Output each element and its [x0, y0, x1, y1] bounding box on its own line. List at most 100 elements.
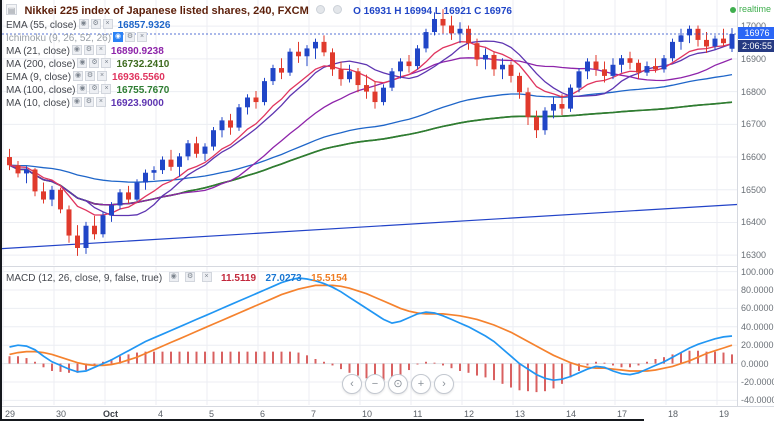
macd-tick-label: 20.0000: [741, 340, 774, 351]
close-icon[interactable]: ×: [95, 96, 106, 107]
pan-left-button[interactable]: ‹: [342, 374, 362, 394]
candle: [92, 225, 97, 235]
candle: [712, 38, 718, 47]
eye-icon[interactable]: ◉: [77, 83, 88, 94]
candle: [211, 130, 216, 147]
zoom-in-button[interactable]: +: [411, 374, 431, 394]
candle: [534, 117, 539, 131]
time-label: 19: [719, 409, 730, 419]
eye-icon[interactable]: ◉: [71, 44, 82, 55]
candle: [474, 43, 480, 60]
candle: [219, 120, 225, 131]
gear-icon[interactable]: ⚙: [83, 96, 94, 107]
candle: [279, 68, 284, 73]
trendline[interactable]: [2, 203, 737, 250]
zoom-out-button[interactable]: −: [365, 374, 385, 394]
candle: [466, 28, 471, 44]
candle: [270, 68, 276, 82]
window-edge: [2, 419, 644, 421]
eye-icon[interactable]: ◉: [71, 96, 82, 107]
candle: [228, 120, 233, 128]
gear-icon[interactable]: ⚙: [185, 271, 196, 282]
title-action-icon[interactable]: [332, 5, 342, 15]
time-label: 7: [311, 409, 317, 419]
candle: [670, 41, 675, 59]
time-label: 12: [464, 409, 475, 419]
candle: [721, 38, 726, 44]
candle: [500, 64, 505, 70]
reset-scale-button[interactable]: ⊙: [388, 374, 408, 394]
candle: [313, 41, 318, 49]
candle: [160, 159, 165, 171]
gear-icon[interactable]: ⚙: [90, 18, 101, 29]
gear-icon[interactable]: ⚙: [125, 31, 136, 42]
pan-right-button[interactable]: ›: [434, 374, 454, 394]
close-icon[interactable]: ×: [101, 83, 112, 94]
macd-chart[interactable]: [2, 267, 737, 405]
gear-icon[interactable]: ⚙: [83, 44, 94, 55]
candle: [15, 165, 21, 174]
candle: [287, 51, 293, 73]
eye-icon[interactable]: ◉: [168, 271, 179, 282]
candle: [83, 225, 89, 248]
candle: [627, 58, 633, 63]
gear-icon[interactable]: ⚙: [85, 70, 96, 81]
price-chart[interactable]: [2, 0, 737, 265]
close-icon[interactable]: ×: [95, 44, 106, 55]
realtime-badge: realtime: [729, 4, 771, 14]
candle: [262, 81, 267, 103]
price-axis[interactable]: 17000 16900 16800 16700 16600 16500 16400 16300…: [737, 0, 774, 406]
ma-line-9[interactable]: [9, 41, 733, 216]
price-pane[interactable]: [2, 0, 737, 265]
time-label: 29: [5, 409, 16, 419]
time-axis[interactable]: 29 30 Oct 4 5 6 7 10 11 12 13 14 17 18 19: [2, 406, 774, 421]
candle: [126, 192, 131, 200]
candle: [338, 69, 344, 80]
close-icon[interactable]: ×: [137, 31, 148, 42]
time-label: 10: [362, 409, 373, 419]
price-tick-label: 16500: [741, 184, 767, 195]
candle: [644, 66, 650, 73]
candle: [321, 41, 327, 53]
time-label: 18: [668, 409, 679, 419]
ma-line-10[interactable]: [9, 40, 733, 217]
close-icon[interactable]: ×: [97, 70, 108, 81]
candle: [304, 48, 310, 57]
candle: [381, 87, 386, 103]
eye-icon[interactable]: ◉: [73, 70, 84, 81]
price-tick-label: 17000: [741, 21, 766, 31]
price-tick-label: 16900: [741, 53, 767, 64]
candle: [559, 104, 565, 109]
candle: [457, 28, 463, 34]
eye-icon[interactable]: ◉: [78, 18, 89, 29]
close-icon[interactable]: ×: [101, 57, 112, 68]
candle: [245, 97, 250, 108]
candle: [483, 54, 488, 60]
candle: [355, 71, 361, 86]
gear-icon[interactable]: ⚙: [89, 83, 100, 94]
gear-icon[interactable]: ⚙: [89, 57, 100, 68]
macd-tick-label: 40.0000: [741, 321, 774, 332]
candle: [347, 71, 352, 80]
eye-icon[interactable]: ◉: [77, 57, 88, 68]
eye-icon[interactable]: ◉: [113, 31, 124, 42]
close-icon[interactable]: ×: [102, 18, 113, 29]
time-label: 14: [566, 409, 577, 419]
candle: [143, 172, 148, 183]
candle: [678, 35, 684, 42]
candle: [636, 62, 641, 73]
candle: [661, 58, 667, 70]
candle: [653, 66, 658, 70]
macd-tick-label: -20.0000: [741, 377, 774, 387]
title-action-icon[interactable]: [316, 5, 326, 15]
candle: [202, 146, 208, 154]
instrument-icon[interactable]: ▤: [6, 4, 17, 16]
candle: [372, 91, 378, 103]
last-price-label: 16976: [738, 27, 774, 40]
candle: [7, 157, 12, 166]
ma-line-55[interactable]: [9, 73, 733, 183]
candle: [729, 34, 735, 49]
close-icon[interactable]: ×: [201, 271, 212, 282]
macd-tick-label: 80.0000: [741, 285, 774, 295]
candle: [593, 61, 599, 70]
